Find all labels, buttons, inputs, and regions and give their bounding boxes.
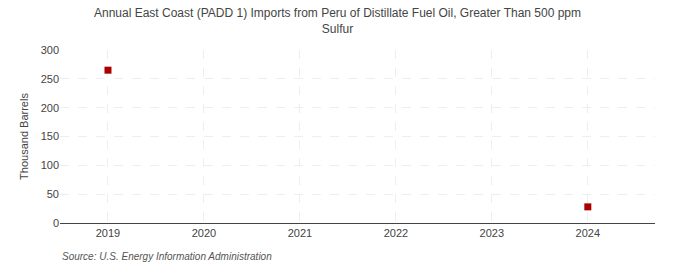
svg-text:250: 250 (41, 73, 59, 85)
svg-text:Thousand Barrels: Thousand Barrels (18, 93, 30, 180)
svg-text:50: 50 (47, 188, 59, 200)
svg-text:2020: 2020 (192, 227, 216, 239)
svg-text:150: 150 (41, 130, 59, 142)
svg-text:2022: 2022 (384, 227, 408, 239)
svg-text:2019: 2019 (96, 227, 120, 239)
svg-text:2024: 2024 (576, 227, 600, 239)
svg-text:100: 100 (41, 159, 59, 171)
svg-text:300: 300 (41, 44, 59, 56)
svg-text:0: 0 (53, 217, 59, 229)
svg-text:2021: 2021 (288, 227, 312, 239)
svg-text:Source: U.S. Energy Informatio: Source: U.S. Energy Information Administ… (62, 251, 272, 262)
svg-text:200: 200 (41, 102, 59, 114)
svg-text:Annual East Coast (PADD 1) Imp: Annual East Coast (PADD 1) Imports from … (94, 6, 581, 36)
svg-text:2023: 2023 (480, 227, 504, 239)
